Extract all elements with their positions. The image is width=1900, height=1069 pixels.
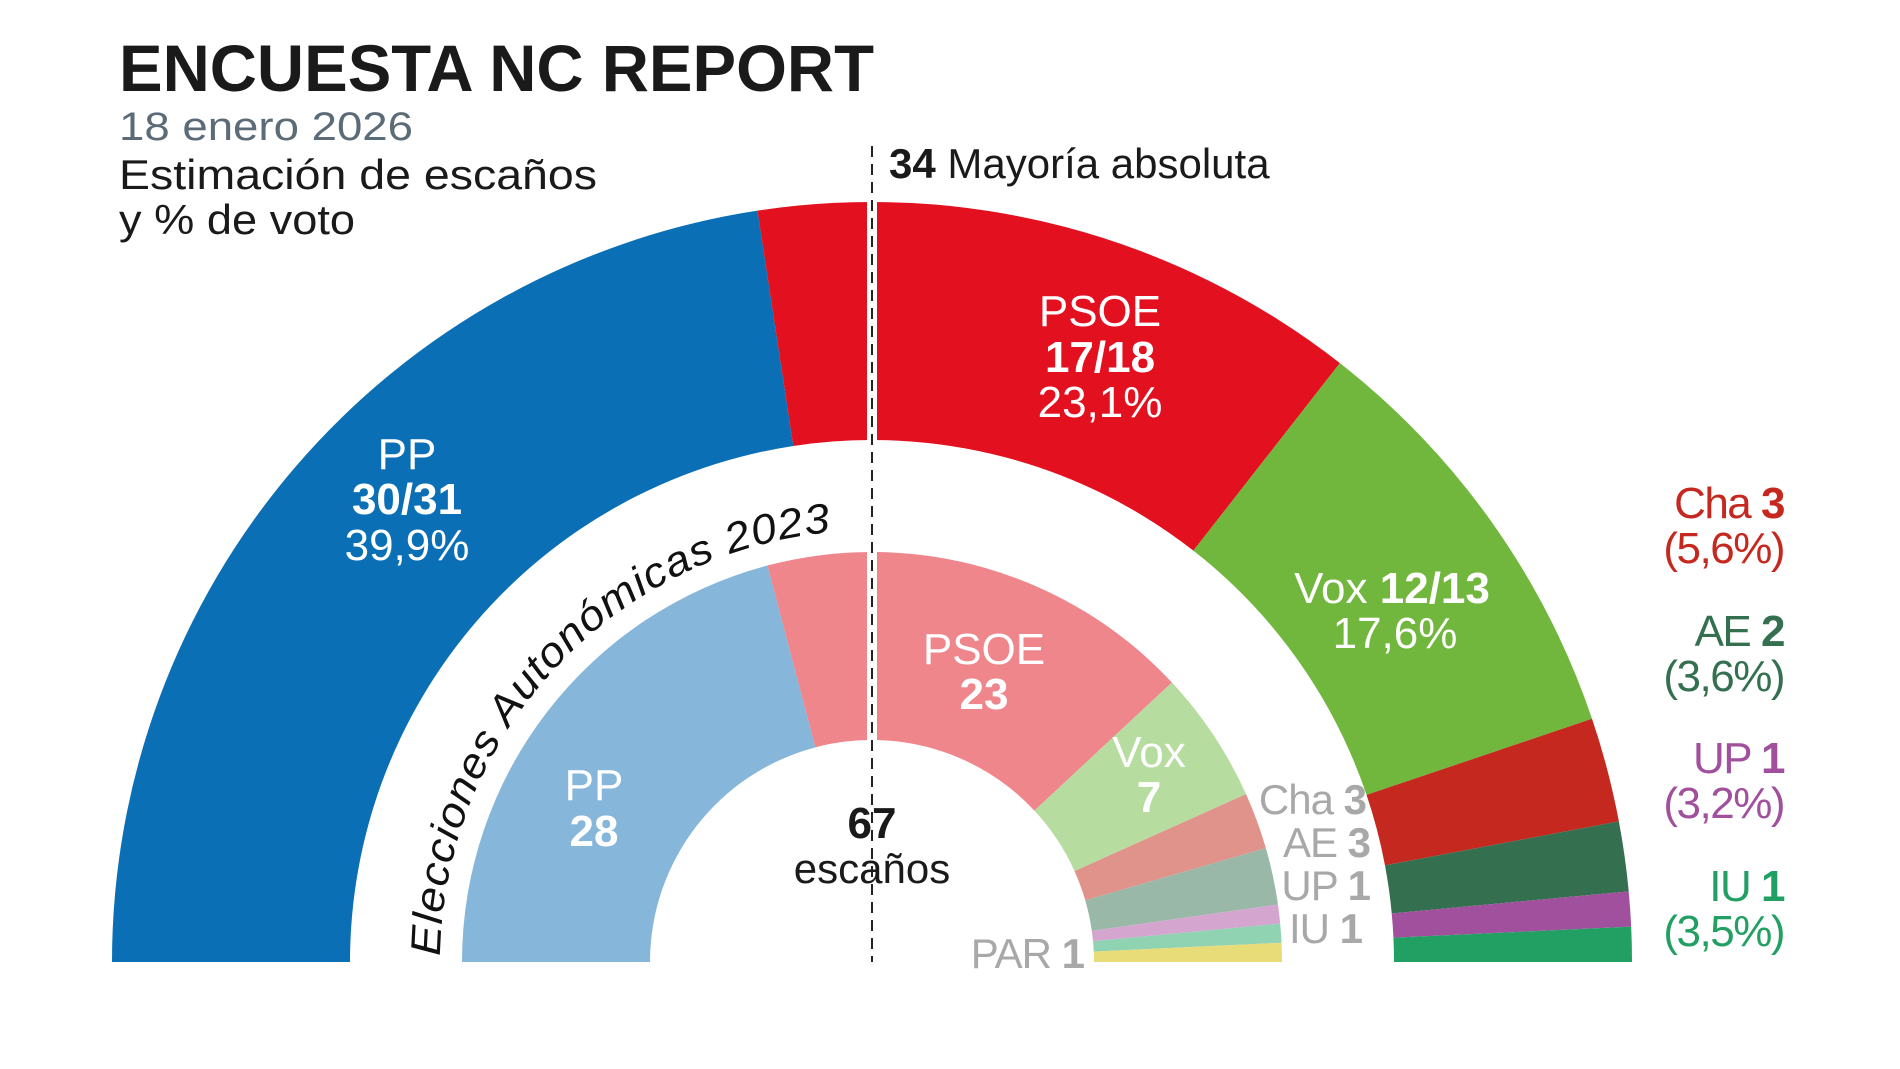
majority-seats: 34	[889, 140, 936, 187]
seat-segment-pp	[462, 565, 816, 962]
chart-date: 18 enero 2026	[119, 105, 413, 149]
majority-text: Mayoría absoluta	[947, 140, 1270, 187]
seat-segment-vox	[1034, 682, 1247, 872]
seat-segment-iu	[1393, 926, 1632, 962]
label-cha-inner: Cha 3	[1259, 776, 1366, 823]
label-up-outer: UP 1 (3,2%)	[1663, 734, 1785, 828]
seat-segment-cha	[1074, 794, 1266, 901]
seat-segment-cha	[1366, 718, 1619, 866]
label-pp-outer: PP 30/31 39,9%	[345, 430, 470, 570]
chart-title: ENCUESTA NC REPORT	[119, 31, 874, 105]
total-seats-unit: escaños	[794, 845, 950, 892]
label-ae-outer: AE 2 (3,6%)	[1663, 607, 1784, 701]
chart-subtitle-2: y % de voto	[119, 196, 355, 243]
seat-segment-vox	[1193, 363, 1593, 795]
chart-subtitle-1: Estimación de escaños	[119, 151, 597, 198]
label-cha-outer: Cha 3 (5,6%)	[1663, 479, 1784, 573]
majority-gap	[867, 190, 877, 965]
seat-segment-iu	[1093, 923, 1282, 952]
majority-label: 34 Mayoría absoluta	[889, 140, 1270, 187]
label-vox-outer: Vox 12/13 17,6%	[1294, 564, 1490, 658]
inner-ring	[462, 552, 1282, 962]
label-par-inner: PAR 1	[971, 930, 1085, 977]
label-psoe-outer: PSOE 17/18 23,1%	[1038, 287, 1163, 427]
seat-segment-up	[1091, 904, 1281, 942]
seat-segment-ae	[1384, 821, 1629, 914]
seat-segment-psoe	[757, 202, 1340, 551]
label-pp-inner: PP 28	[565, 761, 624, 856]
seat-segment-up	[1391, 891, 1632, 938]
label-up-inner: UP 1	[1281, 862, 1370, 909]
label-psoe-inner: PSOE 23	[923, 625, 1045, 719]
outer-ring	[112, 202, 1632, 963]
total-seats: 67	[848, 799, 897, 848]
label-iu-inner: IU 1	[1289, 905, 1363, 952]
label-vox-inner: Vox 7	[1112, 728, 1185, 822]
seat-segment-pp	[112, 210, 794, 963]
seat-segment-par	[1093, 942, 1282, 962]
seat-segment-ae	[1085, 848, 1278, 931]
label-ae-inner: AE 3	[1283, 819, 1370, 866]
label-iu-outer: IU 1 (3,5%)	[1663, 862, 1785, 956]
